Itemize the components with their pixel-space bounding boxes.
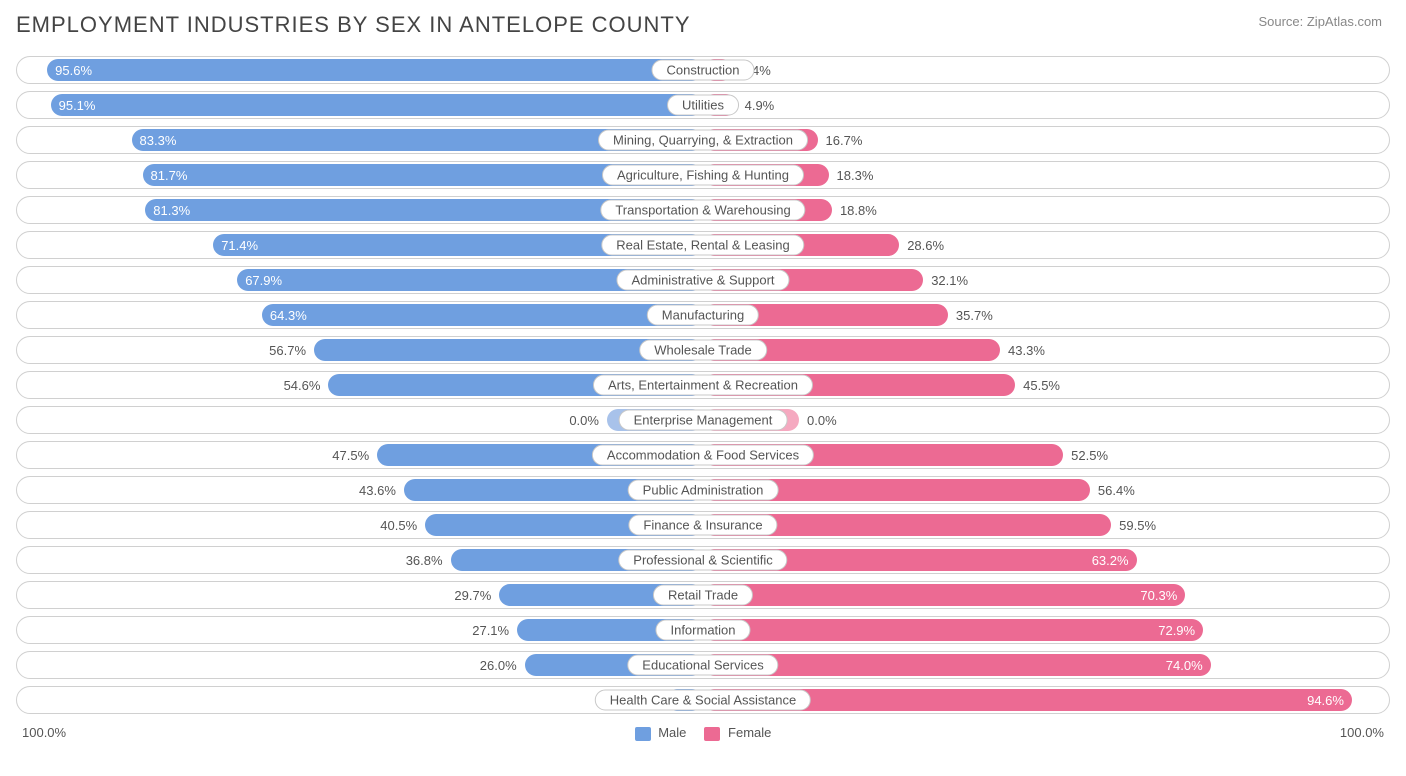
category-label: Agriculture, Fishing & Hunting	[602, 165, 804, 186]
female-value-label: 72.9%	[1150, 617, 1203, 643]
category-label: Real Estate, Rental & Leasing	[601, 235, 804, 256]
category-label: Wholesale Trade	[639, 340, 767, 361]
chart-row: 5.4%94.6%Health Care & Social Assistance	[16, 686, 1390, 714]
category-label: Professional & Scientific	[618, 550, 787, 571]
female-value-label: 45.5%	[1015, 372, 1068, 398]
axis-left-label: 100.0%	[22, 725, 66, 740]
chart-row: 54.6% 45.5% Arts, Entertainment & Recreati…	[16, 371, 1390, 399]
male-value-label: 36.8%	[398, 547, 451, 573]
category-label: Information	[655, 620, 750, 641]
chart-row: 27.1% 72.9% Information	[16, 616, 1390, 644]
chart-row: 81.3% 18.8% Transportation & Warehousing	[16, 196, 1390, 224]
male-bar	[47, 59, 703, 81]
chart-row: 26.0% 74.0% Educational Services	[16, 651, 1390, 679]
male-value-label: 56.7%	[261, 337, 314, 363]
male-value-label: 95.6%	[47, 57, 100, 83]
legend-female-label: Female	[728, 725, 771, 740]
chart-row: 67.9% 32.1% Administrative & Support	[16, 266, 1390, 294]
female-value-label: 94.6%	[1299, 687, 1352, 713]
category-label: Retail Trade	[653, 585, 753, 606]
male-value-label: 81.7%	[143, 162, 196, 188]
category-label: Enterprise Management	[619, 410, 788, 431]
category-label: Public Administration	[628, 480, 779, 501]
female-bar	[703, 619, 1203, 641]
chart-row: 40.5% 59.5% Finance & Insurance	[16, 511, 1390, 539]
male-bar	[262, 304, 703, 326]
male-value-label: 83.3%	[132, 127, 185, 153]
category-label: Construction	[652, 60, 755, 81]
chart-row: 64.3% 35.7% Manufacturing	[16, 301, 1390, 329]
category-label: Accommodation & Food Services	[592, 445, 814, 466]
chart-row: 36.8% 63.2% Professional & Scientific	[16, 546, 1390, 574]
female-value-label: 63.2%	[1084, 547, 1137, 573]
male-value-label: 47.5%	[324, 442, 377, 468]
category-label: Educational Services	[627, 655, 778, 676]
chart-row: 83.3% 16.7% Mining, Quarrying, & Extractio…	[16, 126, 1390, 154]
female-bar	[703, 584, 1185, 606]
chart-row: 95.6%4.4%Construction	[16, 56, 1390, 84]
male-value-label: 81.3%	[145, 197, 198, 223]
male-value-label: 64.3%	[262, 302, 315, 328]
female-value-label: 32.1%	[923, 267, 976, 293]
category-label: Transportation & Warehousing	[600, 200, 805, 221]
female-value-label: 0.0%	[799, 407, 845, 433]
category-label: Health Care & Social Assistance	[595, 690, 811, 711]
female-value-label: 18.3%	[829, 162, 882, 188]
female-bar	[703, 654, 1211, 676]
female-value-label: 16.7%	[818, 127, 871, 153]
male-value-label: 0.0%	[561, 407, 607, 433]
male-value-label: 54.6%	[276, 372, 329, 398]
female-value-label: 52.5%	[1063, 442, 1116, 468]
chart-row: 29.7% 70.3% Retail Trade	[16, 581, 1390, 609]
category-label: Manufacturing	[647, 305, 759, 326]
chart-row: 95.1% 4.9%Utilities	[16, 91, 1390, 119]
male-value-label: 67.9%	[237, 267, 290, 293]
chart-legend: Male Female	[635, 725, 772, 741]
male-swatch-icon	[635, 727, 651, 741]
chart-row: 71.4% 28.6% Real Estate, Rental & Leasing	[16, 231, 1390, 259]
male-value-label: 71.4%	[213, 232, 266, 258]
axis-right-label: 100.0%	[1340, 725, 1384, 740]
chart-row: 56.7% 43.3% Wholesale Trade	[16, 336, 1390, 364]
female-value-label: 18.8%	[832, 197, 885, 223]
category-label: Administrative & Support	[616, 270, 789, 291]
chart-row: 43.6% 56.4% Public Administration	[16, 476, 1390, 504]
female-value-label: 70.3%	[1132, 582, 1185, 608]
category-label: Finance & Insurance	[628, 515, 777, 536]
legend-male: Male	[635, 725, 687, 741]
female-value-label: 59.5%	[1111, 512, 1164, 538]
male-bar	[51, 94, 703, 116]
male-value-label: 40.5%	[372, 512, 425, 538]
chart-row: 81.7% 18.3% Agriculture, Fishing & Hunting	[16, 161, 1390, 189]
female-value-label: 35.7%	[948, 302, 1001, 328]
category-label: Utilities	[667, 95, 739, 116]
chart-axis: 100.0% Male Female 100.0%	[16, 721, 1390, 741]
chart-row: 0.0% 0.0% Enterprise Management	[16, 406, 1390, 434]
male-value-label: 26.0%	[472, 652, 525, 678]
source-label: Source: ZipAtlas.com	[1258, 14, 1382, 29]
category-label: Mining, Quarrying, & Extraction	[598, 130, 808, 151]
male-value-label: 95.1%	[51, 92, 104, 118]
female-value-label: 4.9%	[737, 92, 783, 118]
legend-female: Female	[704, 725, 771, 741]
female-value-label: 74.0%	[1158, 652, 1211, 678]
chart-row: 47.5% 52.5% Accommodation & Food Services	[16, 441, 1390, 469]
female-swatch-icon	[704, 727, 720, 741]
female-value-label: 56.4%	[1090, 477, 1143, 503]
male-value-label: 29.7%	[446, 582, 499, 608]
female-value-label: 43.3%	[1000, 337, 1053, 363]
category-label: Arts, Entertainment & Recreation	[593, 375, 813, 396]
butterfly-chart: 95.6%4.4%Construction 95.1% 4.9%Utilities 8…	[16, 56, 1390, 714]
chart-title: EMPLOYMENT INDUSTRIES BY SEX IN ANTELOPE…	[16, 12, 1390, 38]
male-value-label: 27.1%	[464, 617, 517, 643]
female-value-label: 28.6%	[899, 232, 952, 258]
legend-male-label: Male	[658, 725, 686, 740]
male-value-label: 43.6%	[351, 477, 404, 503]
